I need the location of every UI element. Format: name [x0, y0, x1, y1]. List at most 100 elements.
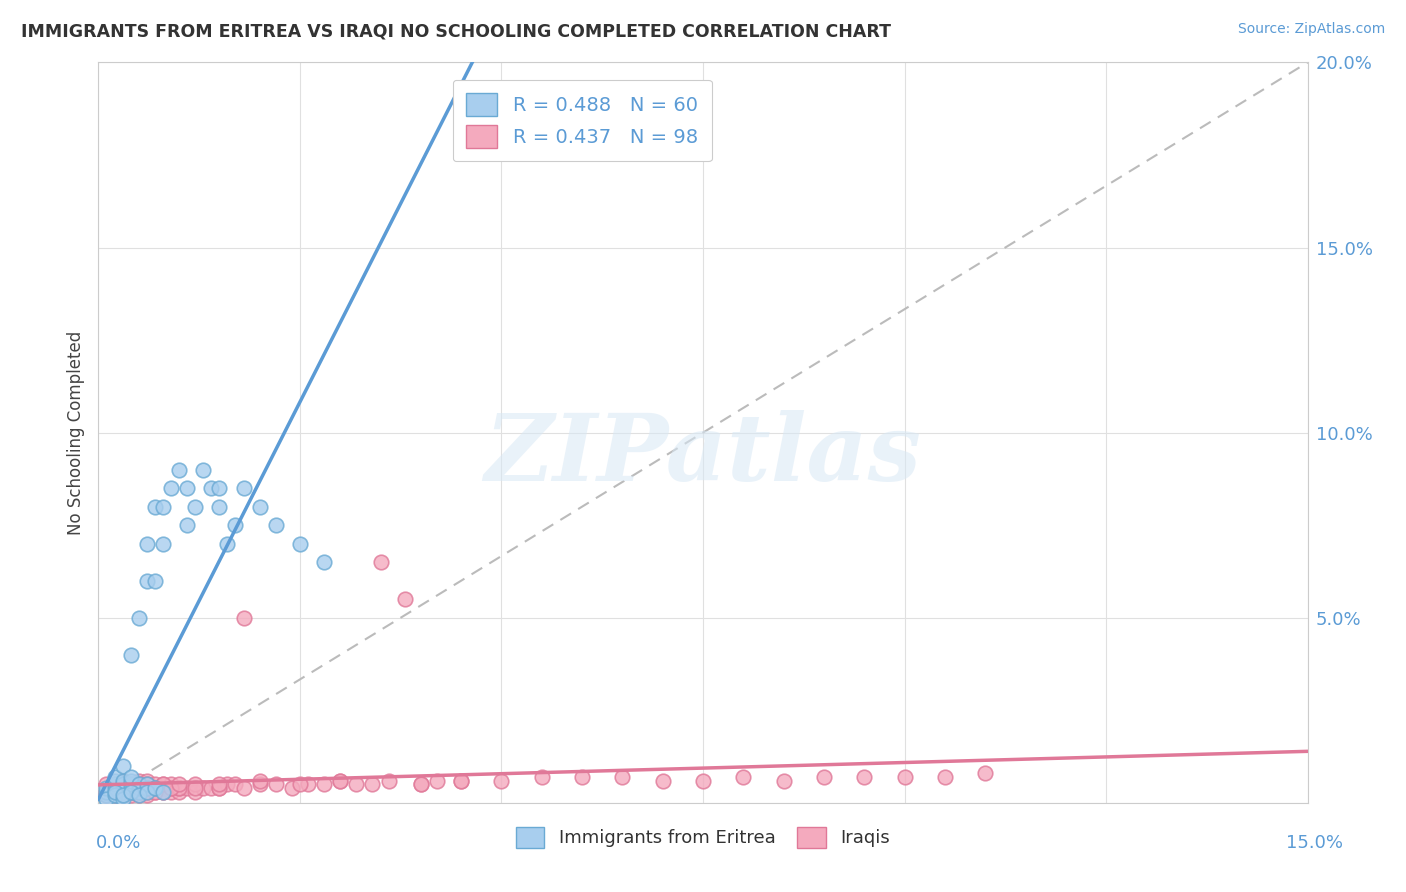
Point	[152, 777, 174, 791]
Point	[249, 777, 271, 791]
Point	[135, 536, 157, 550]
Point	[160, 481, 183, 495]
Point	[96, 780, 118, 795]
Text: Source: ZipAtlas.com: Source: ZipAtlas.com	[1237, 22, 1385, 37]
Point	[361, 777, 384, 791]
Point	[160, 780, 183, 795]
Point	[152, 785, 174, 799]
Point	[232, 780, 254, 795]
Point	[128, 785, 150, 799]
Point	[692, 773, 714, 788]
Point	[184, 785, 207, 799]
Point	[176, 518, 198, 533]
Point	[120, 773, 142, 788]
Point	[813, 770, 835, 784]
Point	[152, 500, 174, 514]
Point	[111, 785, 134, 799]
Point	[193, 462, 215, 476]
Point	[111, 758, 134, 772]
Point	[135, 574, 157, 588]
Point	[176, 780, 198, 795]
Point	[120, 789, 142, 803]
Legend: Immigrants from Eritrea, Iraqis: Immigrants from Eritrea, Iraqis	[506, 818, 900, 856]
Point	[135, 780, 157, 795]
Point	[111, 789, 134, 803]
Point	[128, 789, 150, 803]
Point	[96, 789, 118, 803]
Point	[135, 780, 157, 795]
Point	[530, 770, 553, 784]
Point	[135, 785, 157, 799]
Point	[103, 789, 125, 803]
Point	[167, 462, 190, 476]
Point	[111, 773, 134, 788]
Point	[152, 780, 174, 795]
Point	[120, 785, 142, 799]
Point	[135, 789, 157, 803]
Point	[103, 777, 125, 791]
Text: 15.0%: 15.0%	[1285, 834, 1343, 852]
Point	[409, 777, 432, 791]
Point	[208, 780, 231, 795]
Point	[450, 773, 472, 788]
Point	[135, 777, 157, 791]
Point	[143, 780, 166, 795]
Point	[974, 766, 997, 780]
Point	[103, 785, 125, 799]
Point	[772, 773, 794, 788]
Point	[120, 780, 142, 795]
Point	[143, 780, 166, 795]
Point	[571, 770, 593, 784]
Point	[128, 780, 150, 795]
Point	[184, 500, 207, 514]
Point	[450, 773, 472, 788]
Point	[120, 785, 142, 799]
Point	[491, 773, 513, 788]
Point	[143, 500, 166, 514]
Point	[651, 773, 673, 788]
Point	[120, 770, 142, 784]
Point	[120, 785, 142, 799]
Point	[103, 785, 125, 799]
Point	[120, 777, 142, 791]
Point	[288, 777, 311, 791]
Point	[128, 777, 150, 791]
Point	[96, 792, 118, 806]
Point	[167, 780, 190, 795]
Point	[200, 780, 222, 795]
Point	[184, 777, 207, 791]
Point	[120, 785, 142, 799]
Point	[167, 780, 190, 795]
Point	[96, 785, 118, 799]
Point	[612, 770, 634, 784]
Point	[103, 780, 125, 795]
Point	[224, 777, 246, 791]
Point	[314, 777, 336, 791]
Point	[128, 777, 150, 791]
Point	[111, 785, 134, 799]
Point	[120, 648, 142, 662]
Point	[394, 592, 416, 607]
Point	[232, 481, 254, 495]
Point	[167, 777, 190, 791]
Point	[103, 770, 125, 784]
Point	[152, 536, 174, 550]
Point	[143, 780, 166, 795]
Text: 0.0%: 0.0%	[96, 834, 141, 852]
Point	[893, 770, 915, 784]
Point	[103, 773, 125, 788]
Point	[128, 789, 150, 803]
Point	[103, 789, 125, 803]
Point	[329, 773, 352, 788]
Point	[200, 481, 222, 495]
Point	[934, 770, 956, 784]
Point	[249, 773, 271, 788]
Point	[344, 777, 367, 791]
Point	[143, 574, 166, 588]
Point	[143, 785, 166, 799]
Point	[264, 777, 287, 791]
Point	[160, 785, 183, 799]
Point	[152, 785, 174, 799]
Point	[135, 785, 157, 799]
Point	[167, 785, 190, 799]
